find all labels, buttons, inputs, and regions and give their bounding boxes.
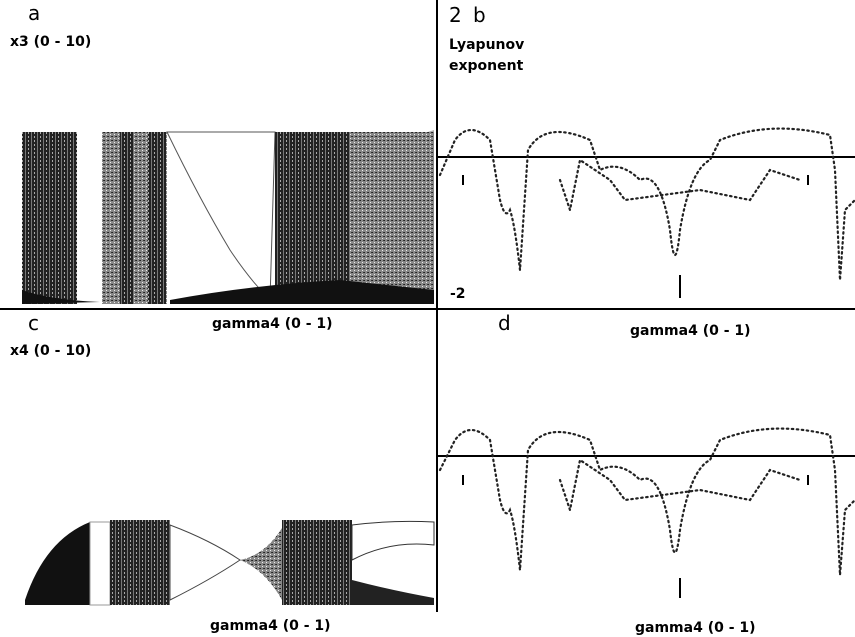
figure-number: 2	[449, 3, 462, 27]
y-axis-label: Lyapunov	[449, 37, 524, 53]
x-axis-label: gamma4 (0 - 1)	[635, 620, 756, 636]
y-axis-label: x4 (0 - 10)	[10, 343, 91, 359]
panel-letter: d	[498, 311, 511, 335]
panel-letter: c	[28, 311, 39, 335]
panel-c-plot	[25, 520, 435, 606]
x-axis-label: gamma4 (0 - 1)	[210, 618, 331, 634]
panel-letter: a	[28, 1, 40, 25]
panel-d-plot	[437, 427, 855, 598]
x-axis-label: gamma4 (0 - 1)	[630, 323, 751, 339]
panel-letter: b	[473, 3, 486, 27]
panel-a-plot	[22, 130, 434, 304]
y-min-label: -2	[450, 286, 466, 302]
y-axis-label: x3 (0 - 10)	[10, 34, 91, 50]
panel-b-plot	[437, 127, 855, 298]
x-axis-label: gamma4 (0 - 1)	[212, 316, 333, 332]
y-axis-label: exponent	[449, 58, 524, 74]
